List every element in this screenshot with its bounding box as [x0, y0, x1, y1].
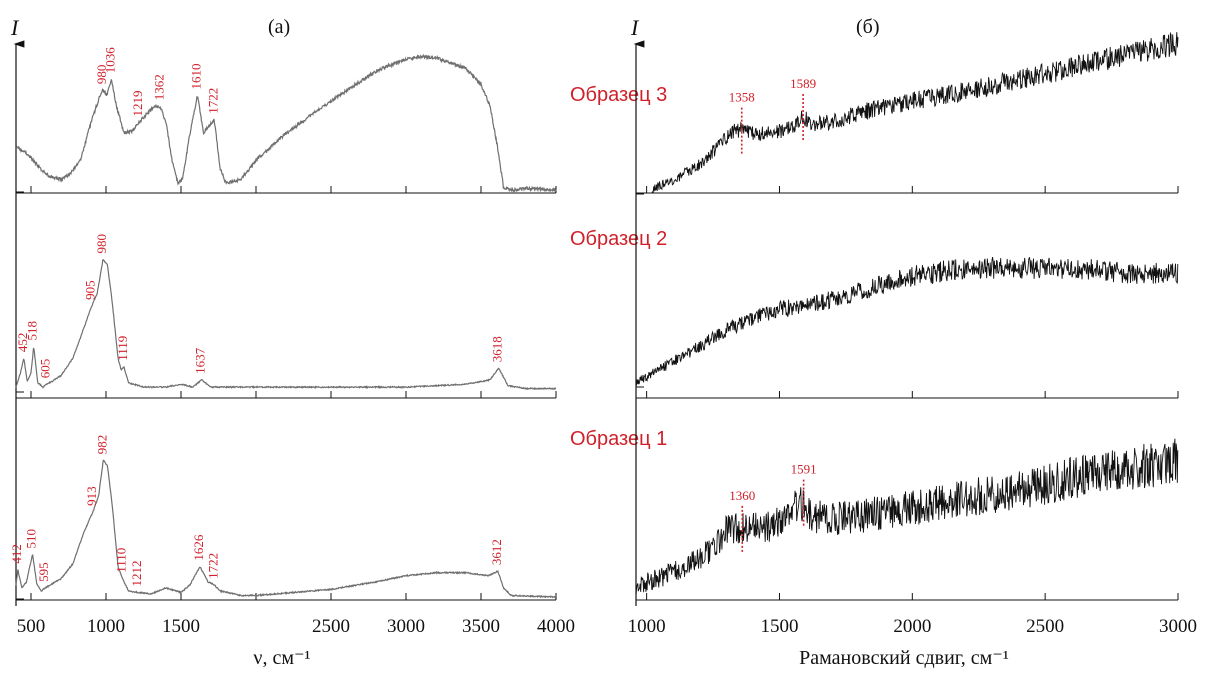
panel-a-peak-label-982: 982 [94, 435, 109, 455]
panel-b-x-tick-label-1500: 1500 [760, 616, 798, 637]
panel-a-peak-label-1119: 1119 [115, 336, 130, 361]
panel-a-peak-label-980: 980 [94, 65, 109, 85]
sample-label-1: Образец 1 [570, 428, 667, 450]
panel-b-peak-label-1358: 1358 [729, 90, 755, 105]
panel-a-x-tick-label-1000: 1000 [87, 616, 125, 637]
panel-a-peak-label-3612: 3612 [489, 539, 504, 565]
panel-a-peak-label-1626: 1626 [191, 534, 206, 561]
panel-a-peak-label-1110: 1110 [114, 548, 129, 573]
panel-a-peak-label-1036: 1036 [102, 47, 117, 73]
sample-label-3: Образец 3 [570, 84, 667, 106]
panel-b-series-2 [635, 257, 1179, 387]
panel-a-series-2 [15, 259, 557, 391]
panel-a-x-tick-label-500: 500 [17, 616, 46, 637]
panel-a-peak-label-905: 905 [83, 280, 98, 300]
plot-layer: 500 1000 1500 2500 3000 3500 40009801036121913… [9, 31, 1197, 637]
panel-b-series-1 [635, 438, 1179, 596]
panel-a-x-tick-label-3500: 3500 [462, 616, 500, 637]
panel-b-peak-label-1360: 1360 [729, 488, 755, 503]
panel-a-peak-label-1212: 1212 [129, 560, 144, 586]
panel-a-peak-label-412: 412 [9, 544, 24, 564]
panel-b-x-tick-label-2000: 2000 [893, 616, 931, 637]
panel-a-x-axis-title: ν, см⁻¹ [253, 647, 310, 669]
panel-b-x-tick-label-3000: 3000 [1159, 616, 1197, 637]
panel-a-series-1 [15, 459, 557, 599]
panel-a-peak-label-595: 595 [36, 562, 51, 582]
panel-b-x-tick-label-2500: 2500 [1026, 616, 1064, 637]
panel-a-peak-label-1637: 1637 [193, 347, 208, 374]
panel-a-peak-label-1610: 1610 [189, 64, 204, 90]
panel-b-series-3 [651, 31, 1179, 194]
panel-a-y-axis-symbol: I [10, 15, 20, 40]
panel-a-x-tick-label-1500: 1500 [162, 616, 200, 637]
panel-a-x-tick-label-2500: 2500 [312, 616, 350, 637]
panel-a-peak-label-510: 510 [24, 529, 39, 549]
panel-a-x-tick-label-3000: 3000 [387, 616, 425, 637]
panel-a-peak-label-913: 913 [84, 486, 99, 506]
panel-a-peak-label-1362: 1362 [151, 74, 166, 100]
panel-a-peak-label-1722: 1722 [205, 88, 220, 114]
panel-a-peak-label-452: 452 [15, 333, 30, 353]
panel-b-y-axis-symbol: I [630, 15, 640, 40]
panel-a-peak-label-518: 518 [25, 321, 40, 341]
sample-label-2: Образец 2 [570, 228, 667, 250]
panel-b-peak-label-1591: 1591 [791, 462, 817, 477]
panel-b-peak-label-1589: 1589 [790, 76, 816, 91]
panel-a-peak-label-3618: 3618 [490, 336, 505, 362]
panel-a-x-tick-label-4000: 4000 [537, 616, 575, 637]
panel-a-title: (а) [268, 16, 290, 38]
panel-b-x-tick-label-1000: 1000 [628, 616, 666, 637]
panel-a-peak-label-605: 605 [38, 359, 53, 379]
panel-b-x-axis-title: Рамановский сдвиг, см⁻¹ [799, 647, 1009, 669]
panel-a-series-3 [15, 53, 557, 193]
panel-a-peak-label-1219: 1219 [130, 91, 145, 117]
panel-b-title: (б) [856, 16, 880, 38]
panel-a-peak-label-1722: 1722 [205, 553, 220, 579]
panel-a-peak-label-980: 980 [94, 234, 109, 254]
